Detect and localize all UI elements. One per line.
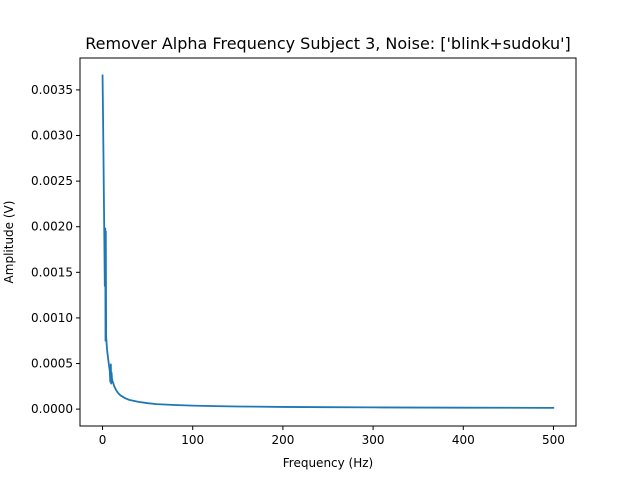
- y-tick-label: 0.0000: [31, 402, 73, 416]
- x-axis: 0 100 200 300 400 500: [99, 426, 565, 447]
- y-axis: 0.0000 0.0005 0.0010 0.0015 0.0020 0.0025 0.00…: [31, 83, 80, 416]
- x-tick-label: 0: [99, 433, 107, 447]
- y-tick-label: 0.0035: [31, 83, 73, 97]
- y-tick-label: 0.0010: [31, 311, 73, 325]
- x-tick-label: 200: [271, 433, 294, 447]
- x-tick-label: 300: [362, 433, 385, 447]
- y-axis-label: Amplitude (V): [2, 201, 16, 284]
- y-tick-label: 0.0005: [31, 357, 73, 371]
- x-tick-label: 500: [542, 433, 565, 447]
- x-tick-label: 400: [452, 433, 475, 447]
- series-group: [101, 74, 555, 409]
- y-tick-label: 0.0025: [31, 174, 73, 188]
- series-line-0: [101, 74, 555, 409]
- x-tick-label: 100: [181, 433, 204, 447]
- y-tick-label: 0.0015: [31, 265, 73, 279]
- plot-area: [79, 57, 577, 427]
- y-tick-label: 0.0030: [31, 129, 73, 143]
- y-tick-label: 0.0020: [31, 220, 73, 234]
- x-axis-label: Frequency (Hz): [283, 456, 374, 470]
- chart-title: Remover Alpha Frequency Subject 3, Noise…: [85, 34, 571, 53]
